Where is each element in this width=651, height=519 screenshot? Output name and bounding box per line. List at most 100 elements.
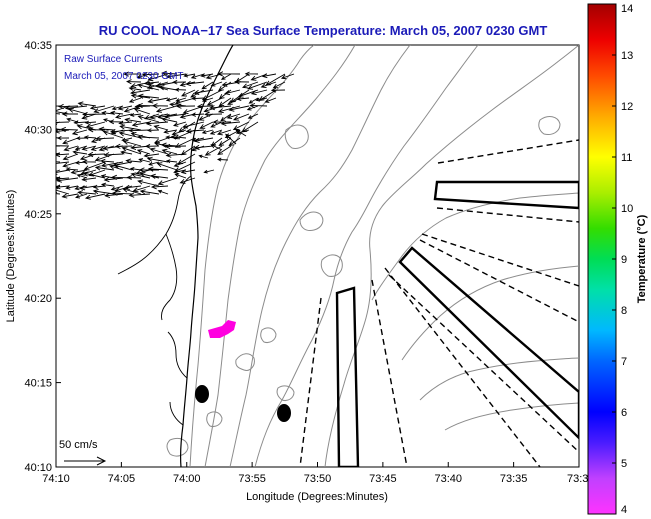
- x-tick-label: 73:55: [238, 473, 266, 485]
- current-vector: [165, 159, 178, 164]
- current-vector: [130, 172, 151, 179]
- inset-line-1: Raw Surface Currents: [64, 54, 162, 65]
- dashed-line: [436, 207, 579, 223]
- current-vector: [81, 113, 97, 120]
- current-vector: [147, 166, 169, 172]
- current-vector: [120, 150, 133, 155]
- current-vector: [173, 121, 187, 127]
- current-vector: [163, 129, 178, 134]
- current-vector: [132, 185, 151, 193]
- dashed-line: [421, 233, 579, 287]
- current-vector: [83, 161, 106, 171]
- colorbar-tick-label: 12: [621, 101, 633, 113]
- current-vector: [179, 177, 196, 184]
- current-vector: [242, 81, 259, 89]
- current-vector: [92, 189, 115, 195]
- current-vector: [190, 73, 205, 79]
- y-tick-label: 40:30: [24, 124, 52, 136]
- current-vector: [61, 111, 79, 117]
- current-vector: [56, 119, 70, 125]
- current-vector: [68, 107, 88, 115]
- current-vector: [174, 173, 187, 179]
- colorbar: 4 5 6 7 8 9 10 11 12 13 14 Temperature (°C): [587, 3, 648, 516]
- current-vector: [81, 176, 97, 182]
- current-vector: [217, 71, 241, 77]
- current-vector: [56, 111, 70, 115]
- beam-outline: [398, 246, 579, 440]
- current-vector: [89, 105, 106, 111]
- x-tick-label: 73:45: [369, 473, 397, 485]
- current-vector: [56, 105, 61, 107]
- current-vector: [196, 103, 214, 109]
- current-vector: [109, 128, 133, 135]
- current-vector: [139, 172, 160, 179]
- current-vector: [165, 135, 178, 140]
- y-tick-label: 40:25: [24, 209, 52, 221]
- current-vector: [100, 158, 115, 164]
- current-vector: [75, 193, 88, 199]
- current-vector: [160, 142, 178, 148]
- current-vector: [79, 185, 97, 191]
- current-vector: [137, 83, 160, 91]
- current-vector: [216, 157, 229, 162]
- colorbar-ticks: 4 5 6 7 8 9 10 11 12 13 14: [612, 3, 633, 516]
- current-vector: [149, 173, 169, 179]
- current-vector: [114, 143, 133, 149]
- bathymetry-contour: [320, 254, 343, 277]
- current-vector: [199, 121, 214, 129]
- current-vector: [210, 144, 223, 151]
- current-vector: [151, 103, 169, 109]
- current-vector: [92, 184, 106, 189]
- current-vector: [172, 79, 187, 85]
- land-inlet: [161, 233, 178, 321]
- station-marker: [277, 404, 291, 422]
- plot-area: Raw Surface Currents March 05, 2007 0230…: [55, 44, 580, 468]
- current-vector: [232, 113, 250, 121]
- colorbar-tick-label: 7: [621, 356, 627, 368]
- current-vector: [174, 137, 196, 148]
- current-vector: [56, 161, 70, 166]
- current-vector: [161, 148, 178, 155]
- colorbar-tick-label: 6: [621, 407, 627, 419]
- bathymetry-contour: [229, 45, 411, 467]
- y-axis-label: Latitude (Degrees:Minutes): [5, 190, 17, 323]
- current-vector: [157, 177, 178, 186]
- current-vector: [146, 156, 169, 163]
- bathymetry-contour: [276, 385, 295, 401]
- current-vector: [70, 169, 88, 175]
- current-vector: [71, 129, 88, 136]
- sst-patch: [208, 320, 236, 338]
- dashed-line: [371, 279, 408, 467]
- current-vector: [225, 133, 237, 145]
- beam-outline: [433, 180, 579, 210]
- scale-label: 50 cm/s: [59, 439, 98, 451]
- current-vector: [82, 171, 106, 179]
- current-vector: [153, 124, 169, 131]
- current-vector: [128, 192, 151, 198]
- colorbar-tick-label: 5: [621, 458, 627, 470]
- colorbar-tick-label: 13: [621, 50, 633, 62]
- current-vector: [220, 120, 241, 126]
- current-vector: [128, 127, 151, 134]
- current-vector: [63, 145, 79, 152]
- current-vector: [110, 185, 124, 191]
- current-vector: [56, 145, 70, 147]
- bathymetry-contour: [260, 327, 277, 343]
- colorbar-tick-label: 9: [621, 254, 627, 266]
- current-vector: [93, 105, 115, 114]
- current-vector: [94, 153, 115, 162]
- current-vector: [161, 70, 178, 76]
- current-vector: [200, 73, 214, 78]
- current-vector: [77, 101, 97, 107]
- current-vector: [203, 169, 215, 174]
- current-vector: [226, 113, 241, 120]
- current-vector: [103, 176, 124, 183]
- current-vector: [204, 145, 223, 156]
- current-vector: [109, 164, 124, 171]
- current-vector: [209, 105, 232, 111]
- current-vector: [234, 129, 247, 137]
- current-vector: [110, 110, 124, 116]
- current-vector: [60, 126, 79, 133]
- current-vector: [218, 97, 232, 107]
- current-vector: [56, 193, 61, 195]
